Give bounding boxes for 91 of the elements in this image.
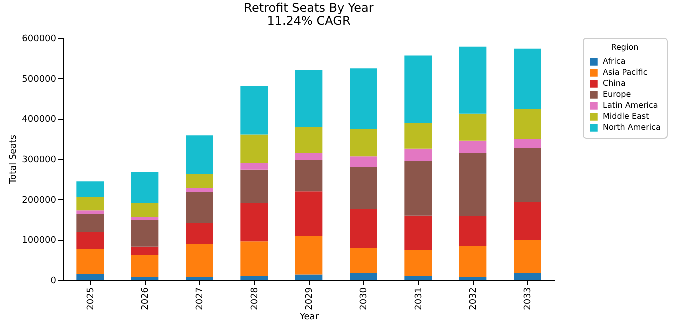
y-tick-label: 400000 xyxy=(22,115,57,126)
bar xyxy=(514,202,542,240)
bar xyxy=(295,192,323,236)
bar xyxy=(186,244,214,278)
bar xyxy=(76,182,104,198)
bar xyxy=(131,255,159,278)
bar xyxy=(186,277,214,280)
x-axis-title: Year xyxy=(298,312,320,322)
bar xyxy=(240,276,268,280)
bar xyxy=(186,174,214,188)
bar xyxy=(459,114,487,141)
bar xyxy=(131,172,159,203)
bar xyxy=(350,130,378,157)
bar xyxy=(459,46,487,114)
bar xyxy=(295,160,323,192)
chart-subtitle: 11.24% CAGR xyxy=(267,14,351,28)
y-tick-label: 100000 xyxy=(22,236,57,246)
bar xyxy=(459,153,487,216)
x-tick-label: 2027 xyxy=(196,288,206,310)
bar xyxy=(404,216,432,250)
bar xyxy=(404,148,432,162)
bar xyxy=(240,86,268,135)
bar xyxy=(76,214,104,232)
legend-label: North America xyxy=(603,123,662,132)
bar xyxy=(240,163,268,170)
bar xyxy=(131,277,159,280)
chart-title: Retrofit Seats By Year xyxy=(244,1,374,15)
bar xyxy=(295,152,323,160)
bar xyxy=(295,236,323,275)
legend-label: Asia Pacific xyxy=(603,68,648,77)
bar xyxy=(350,68,378,130)
y-tick-label: 300000 xyxy=(22,156,57,166)
x-tick-label: 2025 xyxy=(86,288,96,310)
legend-label: Middle East xyxy=(603,112,650,121)
bar xyxy=(514,139,542,148)
legend-label: Europe xyxy=(603,90,632,99)
bar xyxy=(76,210,104,214)
bar xyxy=(76,232,104,249)
legend-label: Latin America xyxy=(603,101,658,110)
bar xyxy=(404,250,432,276)
bar xyxy=(404,56,432,124)
bar xyxy=(514,148,542,203)
bar xyxy=(350,273,378,280)
x-tick-label: 2029 xyxy=(305,287,315,310)
x-tick-label: 2032 xyxy=(469,288,479,310)
bar xyxy=(350,167,378,210)
x-tick-label: 2028 xyxy=(250,287,260,310)
bar xyxy=(404,276,432,280)
bar xyxy=(514,108,542,140)
bar xyxy=(76,197,104,211)
bar xyxy=(350,209,378,249)
y-tick-label: 500000 xyxy=(22,74,57,85)
y-tick-label: 0 xyxy=(50,276,57,286)
legend-title: Region xyxy=(611,43,639,52)
bar xyxy=(404,123,432,149)
x-tick-label: 2033 xyxy=(524,288,534,310)
bar xyxy=(186,192,214,224)
bar xyxy=(514,274,542,280)
bar xyxy=(295,70,323,128)
bar xyxy=(404,161,432,216)
bar xyxy=(459,140,487,154)
legend-label: Africa xyxy=(603,57,626,66)
bar xyxy=(131,217,159,220)
x-tick-label: 2031 xyxy=(414,288,424,310)
bar xyxy=(240,242,268,276)
x-tick-label: 2030 xyxy=(360,287,370,310)
bar xyxy=(295,127,323,153)
x-tick-label: 2026 xyxy=(141,287,151,310)
y-tick-label: 600000 xyxy=(22,34,57,44)
bar xyxy=(186,188,214,192)
bar xyxy=(459,277,487,280)
bar xyxy=(514,240,542,274)
legend-label: China xyxy=(603,79,626,88)
bar xyxy=(131,220,159,247)
bar xyxy=(240,134,268,164)
bar xyxy=(76,248,104,274)
y-axis-title: Total Seats xyxy=(9,134,20,185)
bar xyxy=(295,274,323,280)
bar xyxy=(514,48,542,109)
bar xyxy=(240,170,268,204)
bar xyxy=(76,274,104,280)
bar xyxy=(459,246,487,278)
bar xyxy=(131,246,159,256)
bar xyxy=(350,248,378,274)
bar xyxy=(131,202,159,218)
bar xyxy=(186,224,214,244)
bar xyxy=(459,216,487,246)
bar xyxy=(186,136,214,174)
bar xyxy=(240,203,268,242)
y-tick-label: 200000 xyxy=(22,196,57,206)
bar xyxy=(350,156,378,168)
